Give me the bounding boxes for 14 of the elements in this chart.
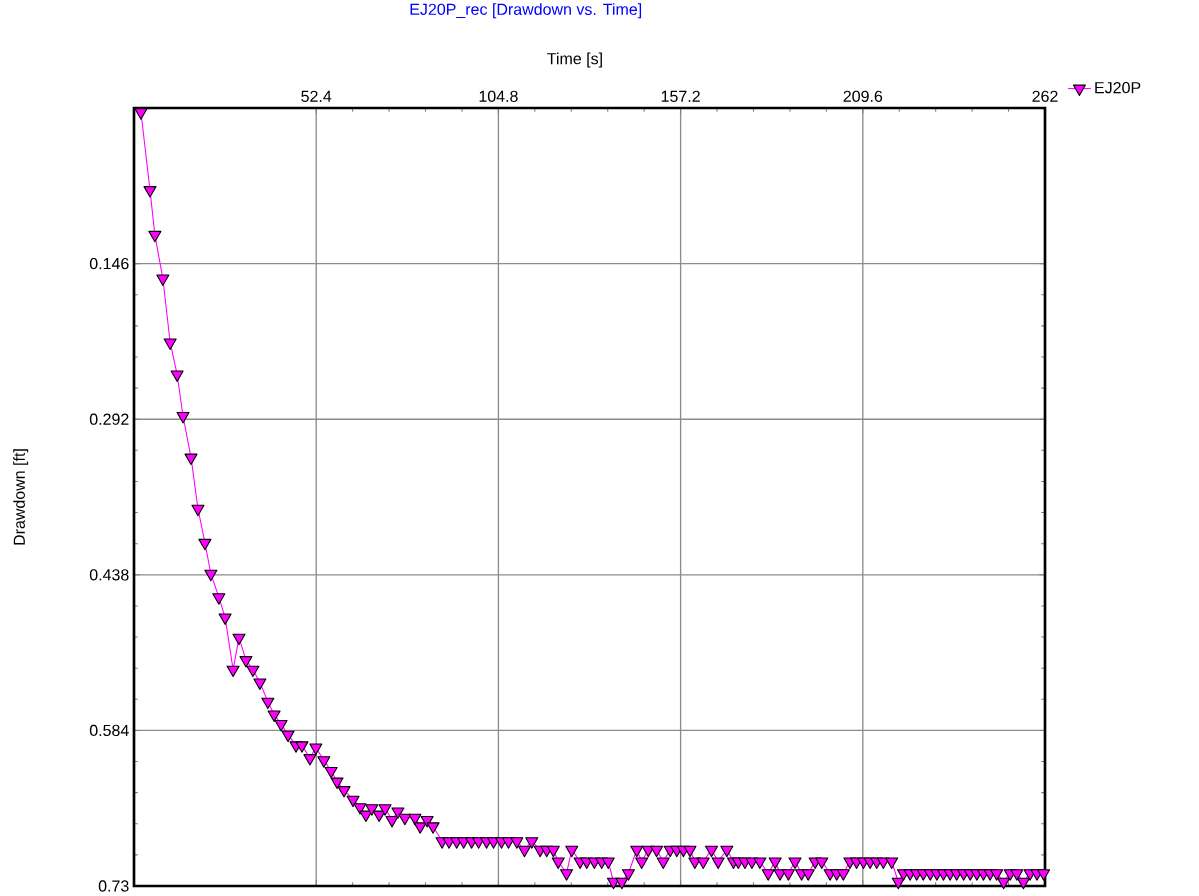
x-tick-label: 52.4 [301,90,332,102]
chart-title: EJ20P_rec [Drawdown vs. Time] [410,3,642,19]
y-tick-label: 0.584 [89,724,129,737]
y-axis-title: Drawdown [ft] [13,449,29,545]
x-tick-label: 209.6 [843,90,883,102]
x-tick-label: 104.8 [479,90,518,102]
y-tick-label: 0.292 [89,413,129,425]
legend-label: EJ20P [1095,81,1141,94]
x-tick-label: 157.2 [661,90,700,102]
y-tick-label: 0.438 [89,569,129,581]
x-axis-title: Time [s] [547,52,602,68]
x-tick-label: 262 [1032,90,1058,102]
y-tick-label: 0.73 [98,880,129,892]
y-tick-label: 0.146 [89,257,129,270]
